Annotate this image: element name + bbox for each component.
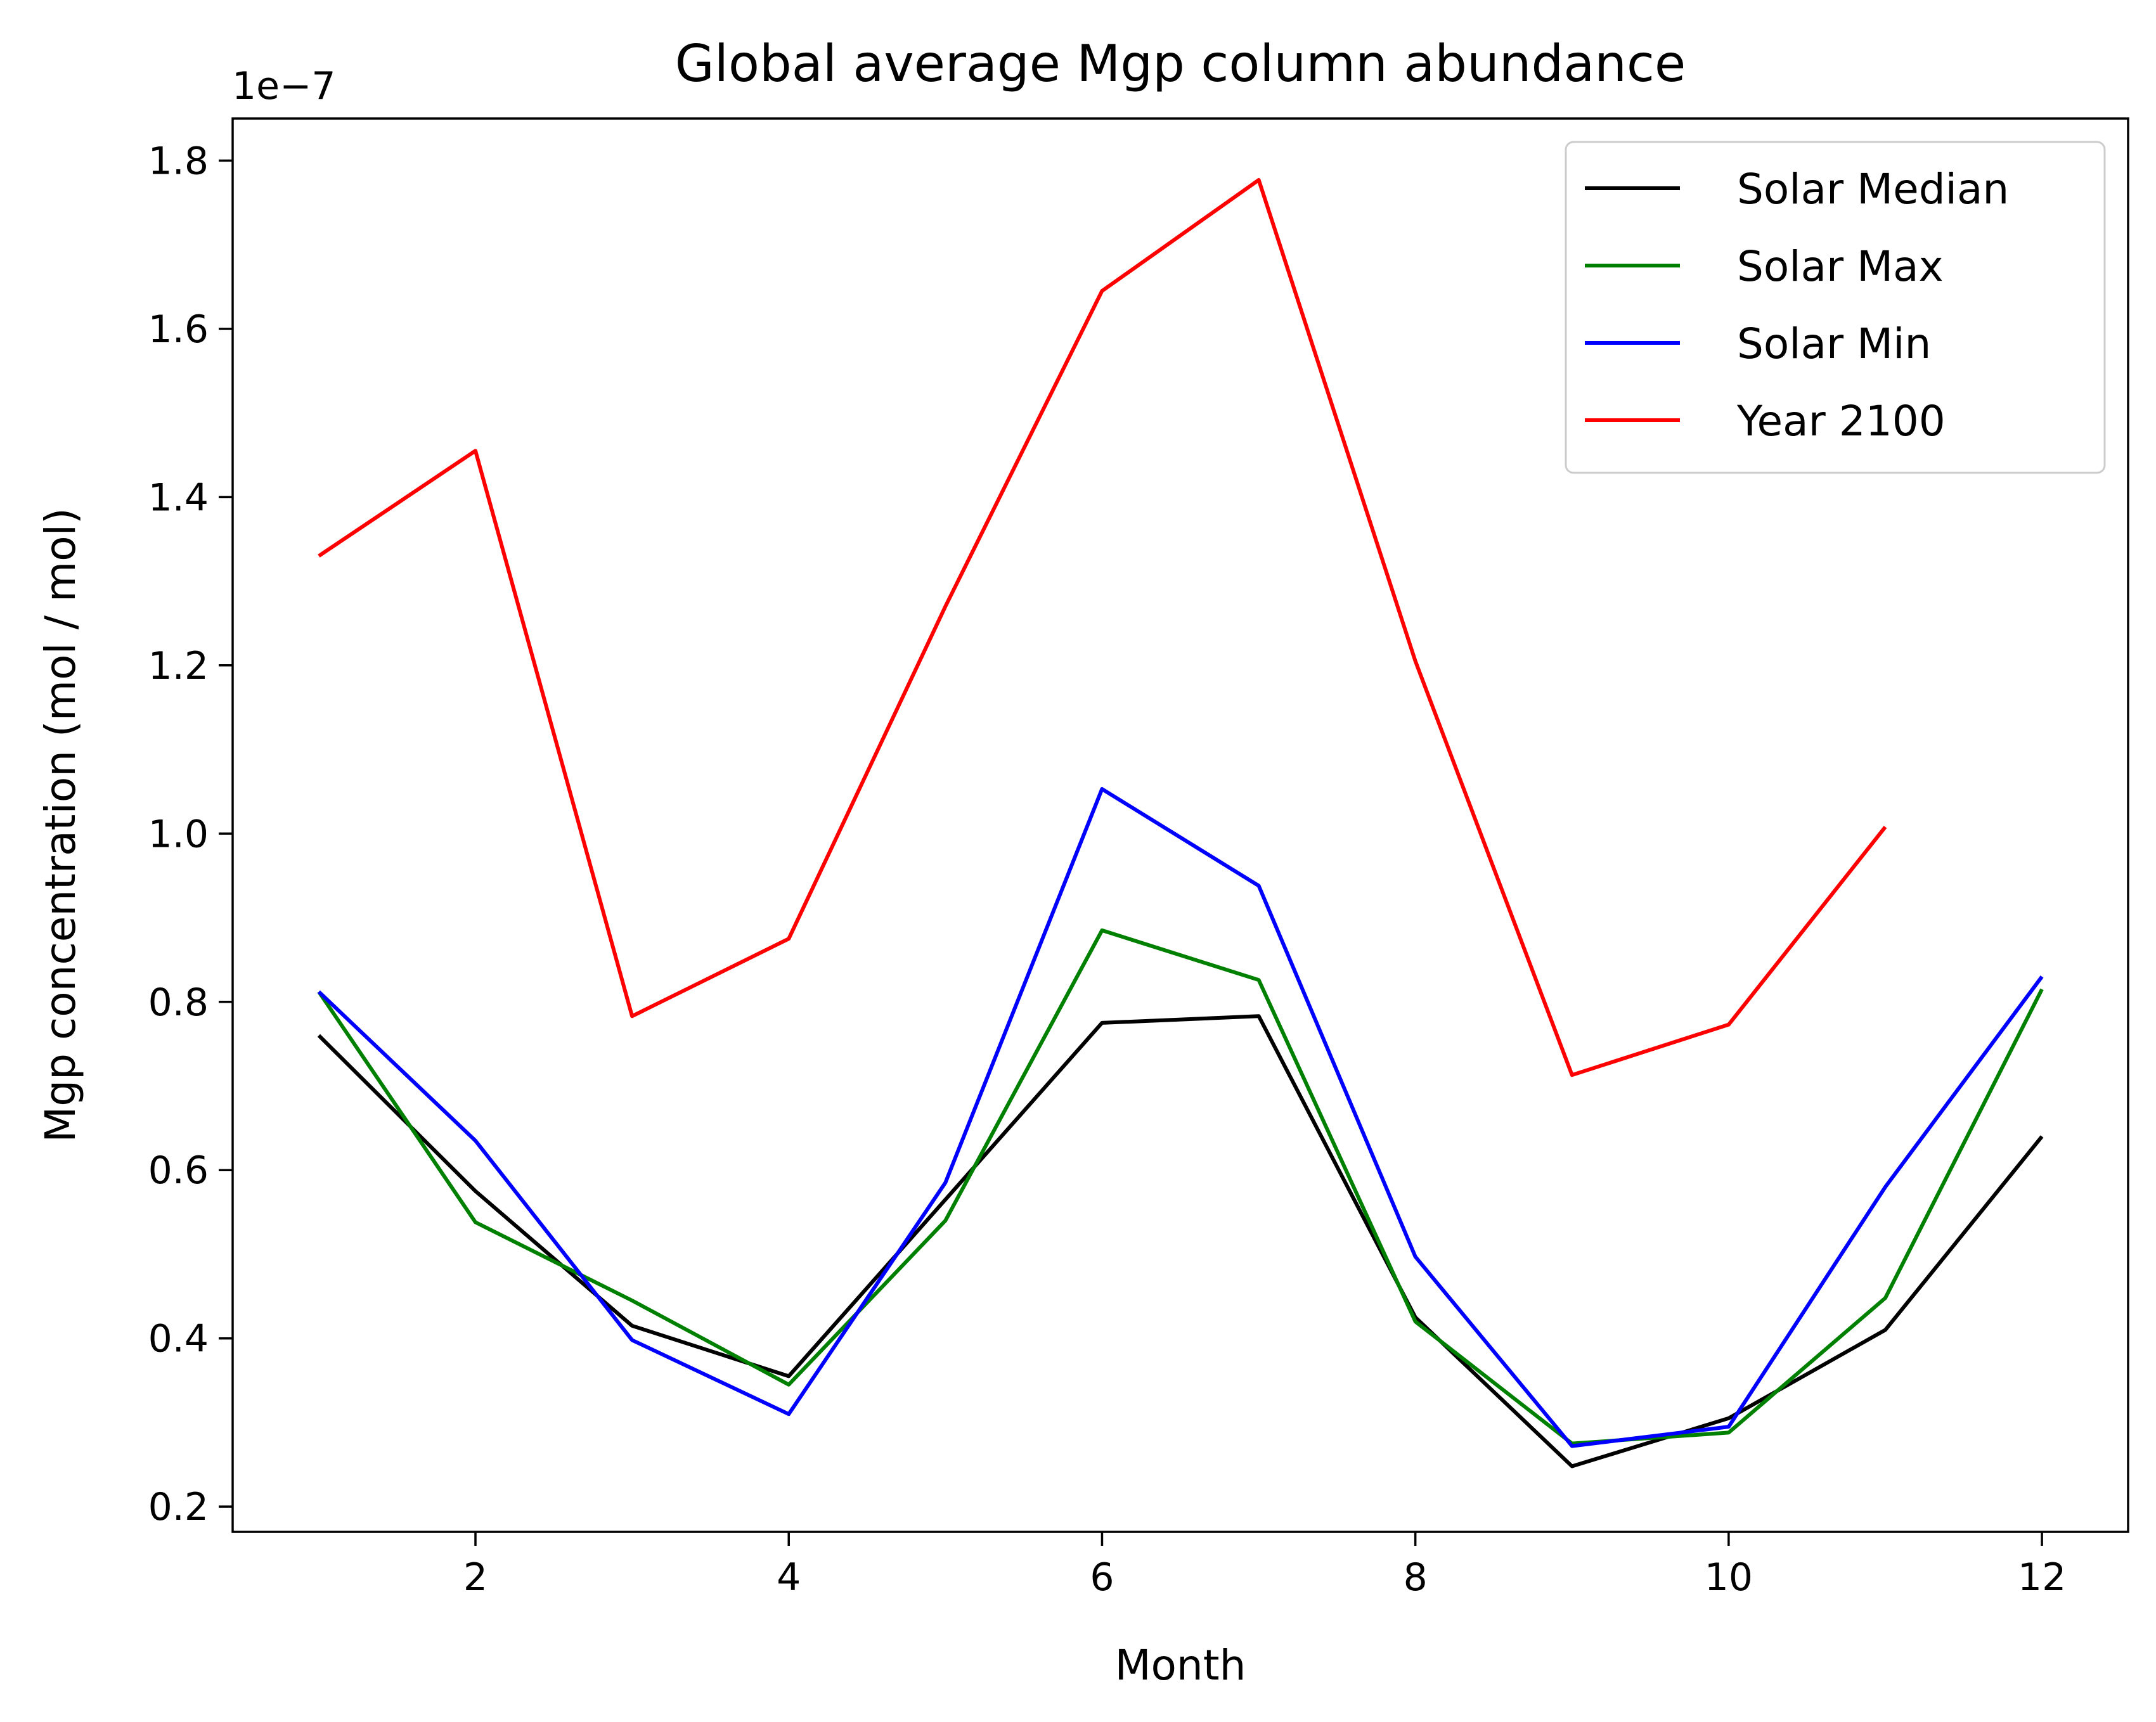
x-tick-label: 12 — [2018, 1555, 2066, 1600]
y-tick-label: 1.0 — [148, 812, 209, 856]
legend-label-0: Solar Median — [1737, 165, 2009, 214]
legend-label-3: Year 2100 — [1736, 397, 1946, 446]
y-tick-label: 1.8 — [148, 139, 209, 183]
series-line-1 — [317, 928, 2044, 1446]
y-tick-label: 1.6 — [148, 307, 209, 352]
y-tick-label: 0.2 — [148, 1485, 209, 1529]
series-line-0 — [317, 1014, 2044, 1468]
x-tick-label: 6 — [1090, 1555, 1114, 1600]
legend-label-1: Solar Max — [1737, 242, 1944, 291]
series-line-3 — [318, 177, 1887, 1077]
y-tick-label: 1.2 — [148, 644, 209, 688]
y-tick-label: 0.8 — [148, 980, 209, 1025]
series-layer — [317, 177, 2044, 1468]
y-offset-label: 1e−7 — [232, 64, 336, 108]
plot-frame — [231, 117, 2129, 1533]
series-line-2 — [317, 787, 2044, 1448]
y-tick-label: 0.6 — [148, 1148, 209, 1193]
legend-box — [1565, 141, 2106, 474]
chart-title: Global average Mgp column abundance — [675, 34, 1686, 93]
legend: Solar Median Solar Max Solar Min Year 2100 — [1565, 141, 2106, 474]
y-axis: 0.2 0.4 0.6 0.8 1.0 1.2 1.4 1.6 1.8 — [148, 139, 233, 1529]
x-axis: 2 4 6 8 10 12 — [463, 1532, 2066, 1600]
x-axis-label: Month — [1115, 1641, 1246, 1690]
legend-label-2: Solar Min — [1737, 319, 1931, 368]
x-tick-label: 8 — [1404, 1555, 1428, 1600]
y-tick-label: 1.4 — [148, 475, 209, 520]
y-tick-label: 0.4 — [148, 1317, 209, 1361]
x-tick-label: 2 — [463, 1555, 487, 1600]
x-tick-label: 10 — [1705, 1555, 1753, 1600]
x-tick-label: 4 — [777, 1555, 801, 1600]
y-axis-label: Mgp concentration (mol / mol) — [36, 508, 85, 1143]
